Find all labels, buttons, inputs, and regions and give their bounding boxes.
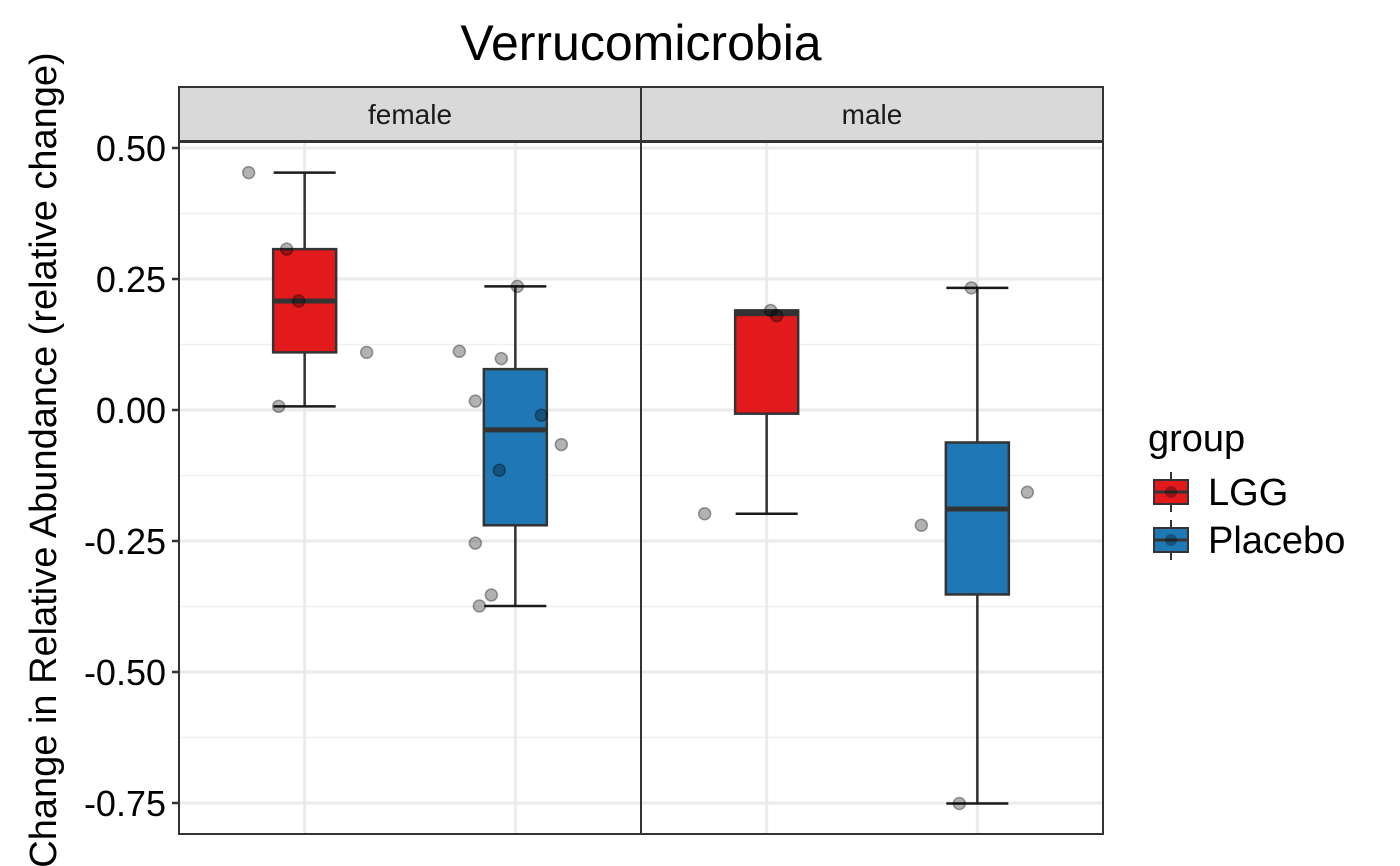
- data-point: [484, 588, 499, 602]
- data-point: [468, 394, 483, 408]
- data-point: [763, 303, 778, 318]
- facet-label-female: female: [368, 99, 452, 130]
- data-point: [1020, 485, 1035, 500]
- data-point: [769, 308, 784, 323]
- box-male-lgg: [733, 309, 800, 516]
- data-point: [494, 351, 509, 366]
- y-axis-title: Change in Relative Abundance (relative c…: [23, 52, 65, 866]
- box-male-placebo: [944, 286, 1011, 805]
- legend-label: Placebo: [1208, 520, 1345, 562]
- data-point: [468, 536, 483, 550]
- legend-key-point: [1165, 486, 1177, 498]
- data-point: [510, 279, 525, 294]
- data-point: [914, 518, 929, 533]
- data-point: [952, 796, 967, 811]
- y-tick-label: 0.50: [96, 128, 166, 169]
- facet-panel-female: female: [178, 86, 642, 835]
- box-body: [482, 367, 549, 527]
- legend-keys: LGG Placebo: [1153, 472, 1345, 562]
- chart-title: Verrucomicrobia: [460, 15, 821, 71]
- data-point: [697, 507, 712, 521]
- y-axis: -0.75 -0.50 -0.25 0.00 0.25 0.50: [84, 128, 179, 824]
- box-female-lgg: [271, 171, 338, 408]
- facet-panel-male: male: [640, 86, 1104, 835]
- data-point: [291, 294, 306, 308]
- y-tick-label: -0.50: [84, 652, 166, 693]
- facet-panels: female male: [178, 86, 1104, 835]
- legend-label: LGG: [1208, 472, 1288, 514]
- data-point: [492, 463, 507, 478]
- legend-key-point: [1165, 534, 1177, 546]
- data-point: [452, 344, 467, 359]
- box-female-placebo: [482, 285, 549, 608]
- legend-entry-placebo: Placebo: [1153, 520, 1345, 562]
- data-point: [534, 408, 549, 422]
- data-point: [964, 281, 979, 295]
- panel-background: [179, 142, 641, 834]
- data-point: [271, 399, 286, 414]
- y-tick-label: -0.75: [84, 783, 166, 824]
- data-point: [241, 165, 256, 180]
- data-point: [279, 242, 294, 256]
- facet-strip: [640, 86, 1104, 142]
- box-body: [944, 441, 1011, 596]
- data-point: [472, 599, 487, 613]
- legend-title: group: [1148, 418, 1245, 460]
- data-point: [359, 345, 374, 360]
- y-tick-label: 0.00: [96, 390, 166, 431]
- facet-label-male: male: [842, 99, 903, 130]
- y-tick-label: 0.25: [96, 259, 166, 300]
- panel-background: [641, 142, 1103, 834]
- data-point: [554, 437, 569, 452]
- legend: group LGG Placebo: [1148, 418, 1345, 562]
- legend-entry-lgg: LGG: [1153, 472, 1288, 514]
- y-tick-label: -0.25: [84, 521, 166, 562]
- box-body: [733, 309, 800, 415]
